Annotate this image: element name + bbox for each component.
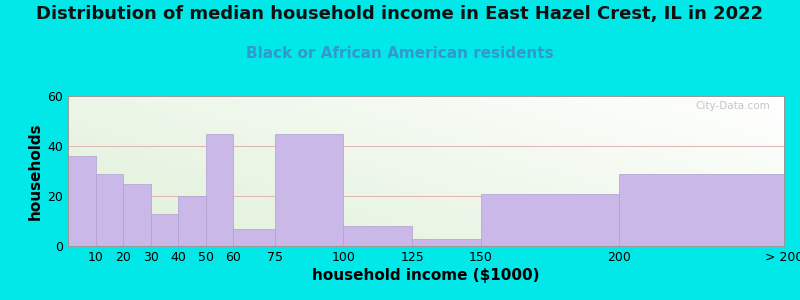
Y-axis label: households: households bbox=[28, 122, 43, 220]
Bar bbox=[123, 184, 150, 246]
Bar bbox=[412, 238, 481, 246]
X-axis label: household income ($1000): household income ($1000) bbox=[312, 268, 540, 283]
Bar bbox=[343, 226, 412, 246]
Bar bbox=[618, 173, 784, 246]
Bar bbox=[150, 214, 178, 246]
Text: Black or African American residents: Black or African American residents bbox=[246, 46, 554, 62]
Bar bbox=[206, 134, 234, 246]
Bar bbox=[274, 134, 343, 246]
Bar bbox=[178, 196, 206, 246]
Text: City-Data.com: City-Data.com bbox=[695, 100, 770, 110]
Bar bbox=[68, 156, 95, 246]
Bar bbox=[95, 173, 123, 246]
Bar bbox=[234, 229, 274, 246]
Text: Distribution of median household income in East Hazel Crest, IL in 2022: Distribution of median household income … bbox=[37, 4, 763, 22]
Bar bbox=[481, 194, 618, 246]
